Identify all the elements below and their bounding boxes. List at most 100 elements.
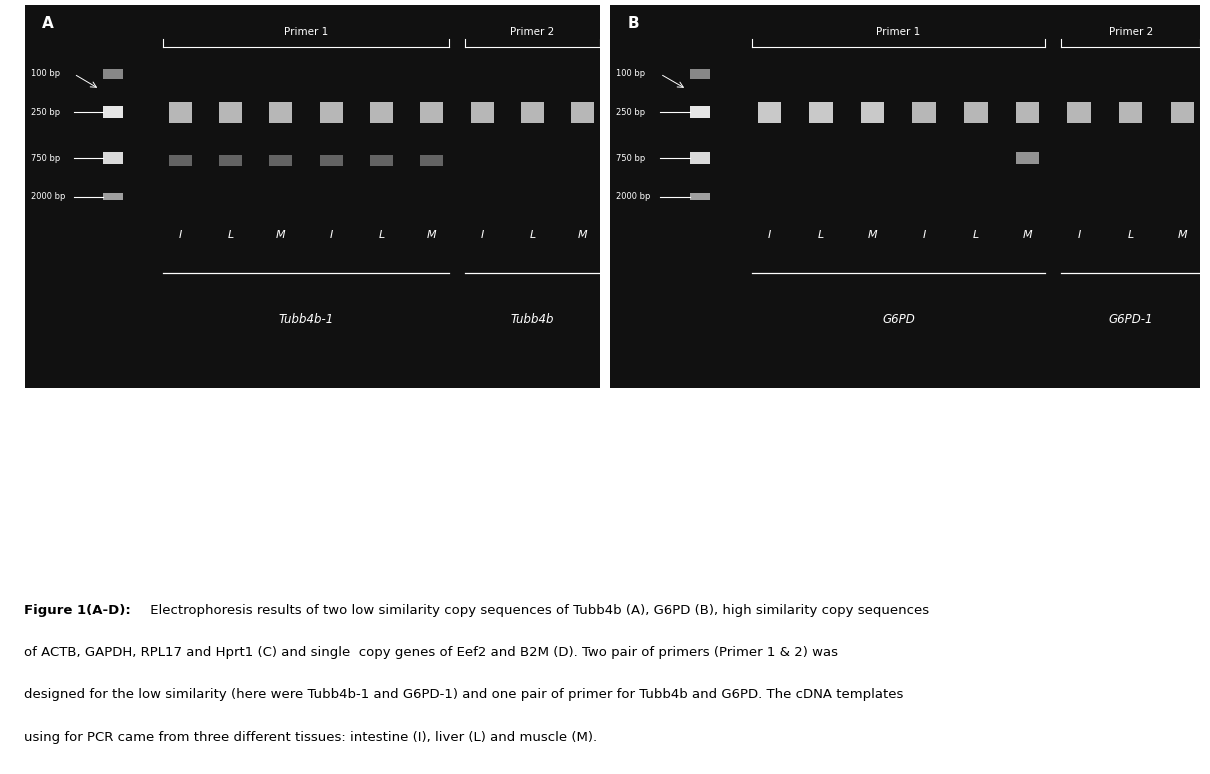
Text: Figure 1(A-D):: Figure 1(A-D): (24, 604, 131, 617)
Text: 750 bp: 750 bp (1120, 481, 1148, 489)
Bar (739, 450, 767, 466)
Bar (946, 546, 974, 554)
Text: M: M (1022, 230, 1032, 240)
Text: 250 bp: 250 bp (522, 469, 548, 478)
Text: L: L (924, 501, 930, 511)
Bar (809, 101, 832, 123)
Bar (419, 467, 437, 487)
Text: 750 bp: 750 bp (616, 154, 645, 163)
Bar (219, 155, 242, 166)
Text: L: L (85, 530, 90, 540)
Bar (881, 450, 909, 466)
Bar (208, 467, 226, 487)
Bar (1064, 505, 1096, 511)
Bar (690, 107, 710, 118)
Bar (53, 467, 71, 487)
Text: 750 bp: 750 bp (30, 154, 60, 163)
Text: C: C (31, 406, 41, 420)
Bar (690, 152, 710, 164)
Text: L: L (401, 530, 405, 540)
Bar (103, 152, 122, 164)
Bar (739, 546, 767, 554)
Text: M: M (276, 230, 286, 240)
Text: 100 bp: 100 bp (616, 70, 645, 78)
Bar (168, 155, 191, 166)
Text: M: M (956, 501, 964, 511)
Text: G6PD-1: G6PD-1 (1108, 313, 1153, 326)
Text: M: M (318, 530, 327, 540)
Text: of ACTB, GAPDH, RPL17 and Hprt1 (C) and single  copy genes of Eef2 and B2M (D). : of ACTB, GAPDH, RPL17 and Hprt1 (C) and … (24, 646, 839, 659)
Text: 250 bp: 250 bp (1120, 450, 1147, 458)
Bar (394, 467, 413, 487)
Bar (319, 101, 342, 123)
Bar (881, 546, 909, 554)
Text: ACTB: ACTB (70, 565, 103, 575)
Text: I: I (329, 230, 333, 240)
Bar (757, 101, 782, 123)
Bar (103, 193, 122, 200)
Bar (420, 101, 443, 123)
Text: 2000 bp: 2000 bp (522, 508, 553, 516)
Bar (571, 101, 594, 123)
Bar (1064, 432, 1096, 438)
Text: L: L (295, 530, 300, 540)
Text: M: M (1177, 230, 1187, 240)
Bar (690, 193, 710, 200)
Bar (103, 69, 122, 79)
Text: 2000 bp: 2000 bp (1120, 504, 1152, 512)
Text: M: M (213, 530, 221, 540)
Text: L: L (1128, 230, 1134, 240)
Text: L: L (190, 530, 195, 540)
Bar (1170, 101, 1194, 123)
Text: I: I (166, 530, 169, 540)
Bar (183, 467, 202, 487)
Text: 100 bp: 100 bp (1120, 430, 1147, 439)
Bar (319, 155, 342, 166)
Bar (809, 101, 832, 123)
Text: M: M (108, 530, 116, 540)
Bar (772, 546, 800, 554)
Text: L: L (227, 230, 234, 240)
Text: Primer 1: Primer 1 (284, 27, 328, 37)
Text: I: I (719, 501, 722, 511)
Bar (1015, 101, 1039, 123)
Bar (914, 450, 941, 466)
Bar (860, 101, 885, 123)
Bar (219, 101, 242, 123)
Bar (420, 155, 443, 166)
Bar (478, 445, 508, 451)
Text: Primer 1: Primer 1 (876, 27, 921, 37)
Bar (471, 101, 494, 123)
Bar (270, 101, 293, 123)
Bar (264, 467, 282, 487)
Bar (103, 467, 121, 487)
Text: 250 bp: 250 bp (30, 108, 59, 117)
Bar (478, 471, 508, 477)
Text: G6PD: G6PD (882, 313, 915, 326)
Text: Eef2: Eef2 (741, 565, 766, 575)
Bar (1064, 482, 1096, 488)
Text: Hprt1: Hprt1 (386, 565, 421, 575)
Text: Electrophoresis results of two low similarity copy sequences of Tubb4b (A), G6PD: Electrophoresis results of two low simil… (146, 604, 929, 617)
Text: Tubb4b-1: Tubb4b-1 (278, 313, 334, 326)
Text: 2000 bp: 2000 bp (30, 192, 65, 201)
Text: M: M (427, 230, 437, 240)
Text: GAPDH: GAPDH (171, 565, 214, 575)
Bar (369, 467, 387, 487)
Text: Tubb4b: Tubb4b (511, 313, 554, 326)
Text: B2M: B2M (915, 565, 940, 575)
Bar (77, 467, 97, 487)
Text: Primer 2: Primer 2 (511, 27, 554, 37)
Text: D: D (666, 406, 678, 420)
Text: 250 bp: 250 bp (616, 108, 645, 117)
Bar (478, 489, 508, 495)
Bar (370, 101, 393, 123)
Bar (159, 467, 177, 487)
Text: I: I (378, 530, 380, 540)
Text: L: L (973, 230, 979, 240)
Text: A: A (42, 16, 54, 32)
Text: I: I (767, 230, 771, 240)
Bar (288, 467, 307, 487)
Bar (964, 101, 987, 123)
Bar (914, 546, 941, 554)
